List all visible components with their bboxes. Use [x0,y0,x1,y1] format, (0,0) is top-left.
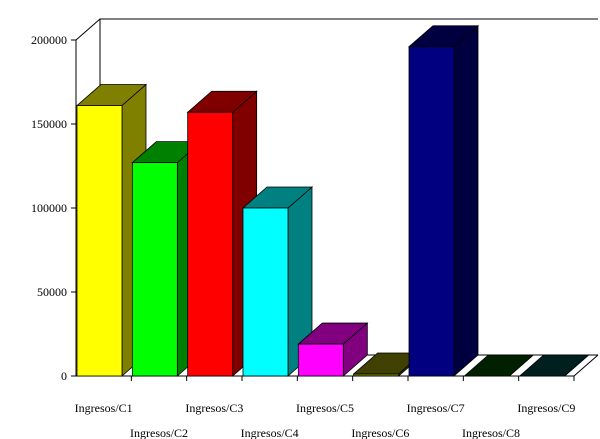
left-wall-top [75,18,101,41]
bar [463,354,535,377]
bar [297,322,369,377]
x-category-label: Ingresos/C6 [351,426,409,439]
x-category-label: Ingresos/C8 [462,426,520,439]
bar-side [453,24,479,377]
x-category-label: Ingresos/C1 [75,401,133,415]
bar [407,24,480,377]
x-category-label: Ingresos/C5 [296,401,354,415]
bar [241,186,314,377]
y-tick-label: 0 [61,369,67,383]
x-category-label: Ingresos/C4 [241,426,299,439]
floor-right-edge [573,354,599,377]
bar-front [131,162,178,377]
y-tick-label: 150000 [31,117,67,131]
bar-top [463,354,535,377]
bar-front [187,111,234,377]
bar-top [518,354,590,377]
y-tick-label: 200000 [31,33,67,47]
x-category-label: Ingresos/C9 [517,401,575,415]
x-category-label: Ingresos/C3 [185,401,243,415]
bar [518,354,590,377]
y-tick-label: 50000 [37,285,67,299]
bars [75,24,590,377]
y-tick-label: 100000 [31,201,67,215]
bar-front [297,343,344,377]
bar-front [76,105,123,377]
bar-front [353,373,400,377]
bar-front [242,207,289,377]
y-axis-ticks: 0 50000 100000 150000 200000 [31,33,76,383]
x-category-label: Ingresos/C2 [130,426,188,439]
x-axis-labels: Ingresos/C1 Ingresos/C2 Ingresos/C3 Ingreso… [75,376,575,439]
bar-front [408,46,455,377]
x-category-label: Ingresos/C7 [407,401,465,415]
